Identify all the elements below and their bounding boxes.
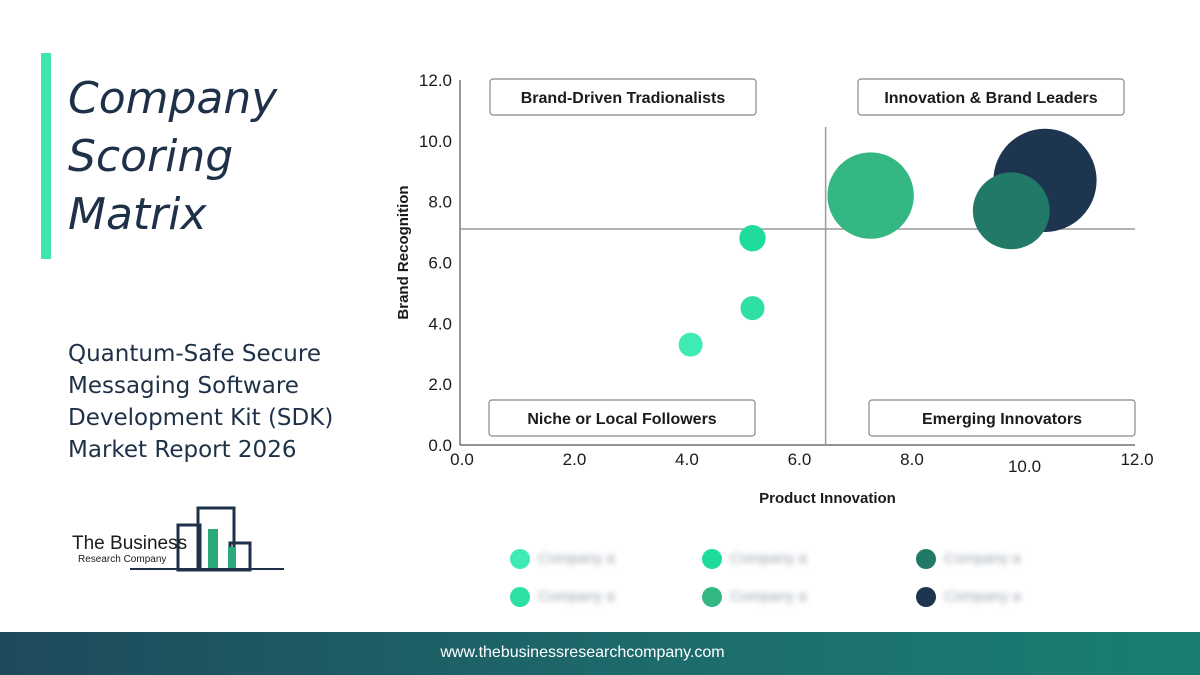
quadrant-label-box — [868, 399, 1136, 437]
title-line: Matrix — [68, 189, 207, 240]
x-tick-label: 12.0 — [1120, 450, 1153, 469]
y-tick-label: 8.0 — [428, 193, 452, 212]
logo-name: The Business — [72, 533, 188, 554]
y-tick-label: 12.0 — [419, 71, 452, 90]
footer-url[interactable]: www.thebusinessresearchcompany.com — [440, 644, 725, 661]
subtitle-line: Development Kit (SDK) — [68, 405, 334, 431]
x-tick-label: 2.0 — [563, 450, 587, 469]
y-axis-label: Brand Recognition — [395, 185, 412, 319]
legend-swatch — [702, 587, 722, 607]
bubble-point — [678, 332, 703, 357]
quadrant-label: Innovation & Brand Leaders — [884, 90, 1097, 107]
company-logo: The Business Research Company — [70, 505, 290, 575]
title-line: Scoring — [68, 131, 234, 182]
bubble-point — [739, 224, 766, 252]
legend-label: Company a — [944, 588, 1021, 605]
legend-label: Company a — [538, 588, 615, 605]
subtitle-line: Market Report 2026 — [68, 437, 297, 463]
footer-bar: www.thebusinessresearchcompany.com — [0, 632, 1200, 675]
legend-swatch — [702, 549, 722, 569]
scoring-matrix-chart: 0.0 2.0 4.0 6.0 8.0 10.0 12.0 0.0 2.0 4.0 6.0 8.0 10… — [395, 71, 1154, 507]
y-tick-label: 4.0 — [428, 314, 452, 333]
legend-swatch — [510, 549, 530, 569]
x-tick-label: 4.0 — [675, 450, 699, 469]
quadrant-label-box — [488, 399, 756, 437]
quadrant-label: Brand-Driven Tradionalists — [521, 90, 726, 107]
legend-label: Company a — [944, 550, 1021, 567]
legend-swatch — [510, 587, 530, 607]
quadrant-label: Niche or Local Followers — [527, 411, 716, 428]
quadrant-label: Emerging Innovators — [922, 411, 1082, 428]
x-tick-label: 6.0 — [788, 450, 812, 469]
title-accent-bar — [41, 53, 51, 259]
report-subtitle: Quantum-Safe Secure Messaging Software D… — [68, 338, 368, 466]
bubble-point — [827, 152, 914, 239]
quadrant-label-box — [489, 78, 757, 116]
subtitle-line: Messaging Software — [68, 373, 299, 399]
legend-swatch — [916, 587, 936, 607]
logo-buildings-icon — [130, 506, 284, 572]
y-tick-label: 2.0 — [428, 375, 452, 394]
title-line: Company — [68, 73, 278, 124]
logo-subtitle: Research Company — [78, 554, 167, 565]
legend-label: Company a — [730, 550, 807, 567]
x-axis-label: Product Innovation — [759, 490, 896, 507]
legend-swatch — [916, 549, 936, 569]
bubble-point — [740, 296, 765, 321]
y-tick-label: 6.0 — [428, 254, 452, 273]
legend-label: Company a — [538, 550, 615, 567]
bubble-point — [972, 172, 1050, 250]
y-tick-label: 10.0 — [419, 132, 452, 151]
x-tick-label: 10.0 — [1008, 457, 1041, 476]
x-tick-label: 8.0 — [900, 450, 924, 469]
page-title: Company Scoring Matrix — [68, 70, 368, 244]
y-tick-label: 0.0 — [428, 436, 452, 455]
legend-label: Company a — [730, 588, 807, 605]
subtitle-line: Quantum-Safe Secure — [68, 341, 321, 367]
quadrant-label-box — [857, 78, 1125, 116]
x-tick-label: 0.0 — [450, 450, 474, 469]
chart-legend: Company a Company a Company a Company a Comp… — [500, 540, 1060, 610]
